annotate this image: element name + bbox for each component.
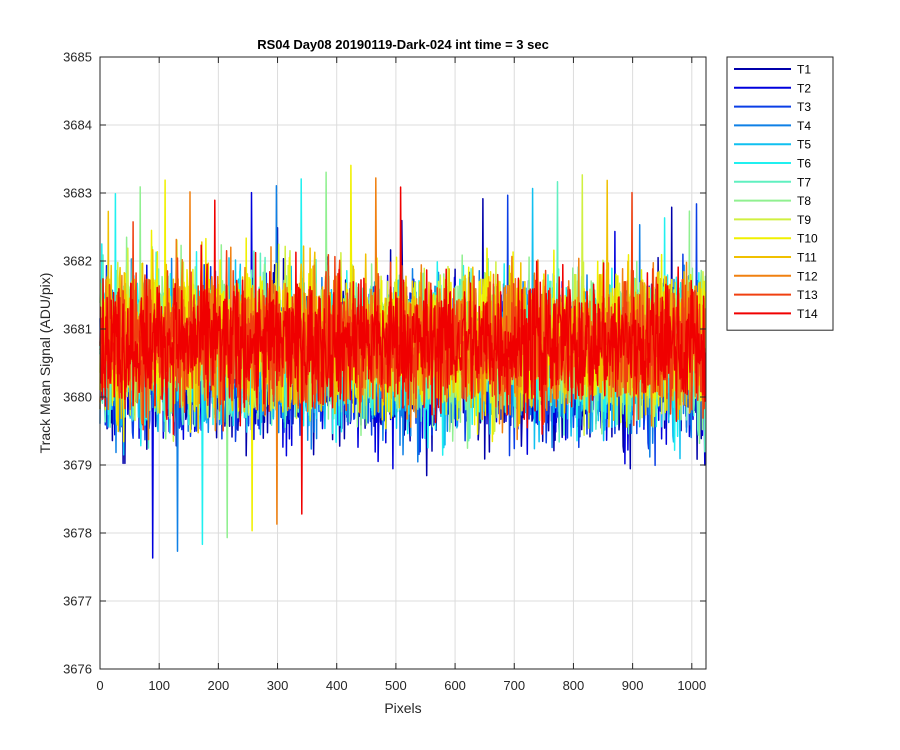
legend: T1 T2 T3 T4 T5 T6 T7 T8 T9 T10 T11 T12 T13 T14 (726, 56, 834, 331)
y-tick-label: 3684 (63, 118, 92, 133)
axis-ticks: 0 100 200 300 400 500 600 700 800 900 1000 3676 3677… (63, 50, 706, 694)
legend-label-t8: T8 (797, 194, 811, 208)
legend-label-t6: T6 (797, 157, 811, 171)
x-tick-label: 200 (208, 678, 230, 693)
plot-area (99, 164, 707, 559)
x-tick-label: 300 (267, 678, 289, 693)
legend-label-t13: T13 (797, 288, 818, 302)
y-tick-label: 3676 (63, 662, 92, 677)
legend-label-t1: T1 (797, 63, 811, 77)
legend-box (726, 56, 834, 331)
legend-label-t9: T9 (797, 213, 811, 227)
x-axis-label: Pixels (384, 700, 421, 716)
x-tick-label: 100 (148, 678, 170, 693)
y-axis-label: Track Mean Signal (ADU/pix) (37, 273, 53, 454)
y-tick-label: 3679 (63, 458, 92, 473)
x-tick-label: 700 (503, 678, 525, 693)
x-tick-label: 500 (385, 678, 407, 693)
x-tick-label: 400 (326, 678, 348, 693)
y-tick-label: 3680 (63, 390, 92, 405)
y-tick-label: 3683 (63, 186, 92, 201)
legend-label-t2: T2 (797, 81, 811, 95)
legend-label-t3: T3 (797, 100, 811, 114)
legend-label-t11: T11 (797, 251, 817, 265)
legend-label-t5: T5 (797, 138, 811, 152)
x-tick-label: 600 (444, 678, 466, 693)
legend-label-t4: T4 (797, 119, 811, 133)
legend-label-t10: T10 (797, 232, 818, 246)
legend-label-t14: T14 (797, 307, 818, 321)
y-tick-label: 3678 (63, 526, 92, 541)
x-tick-label: 900 (622, 678, 644, 693)
y-tick-label: 3685 (63, 50, 92, 65)
series-line-t14 (99, 186, 707, 515)
x-tick-label: 800 (563, 678, 585, 693)
x-tick-label: 0 (96, 678, 103, 693)
y-tick-label: 3677 (63, 594, 92, 609)
y-tick-label: 3682 (63, 254, 92, 269)
y-tick-label: 3681 (63, 322, 92, 337)
x-tick-label: 1000 (677, 678, 706, 693)
legend-label-t7: T7 (797, 175, 811, 189)
plot-frame (99, 56, 707, 670)
chart-title: RS04 Day08 20190119-Dark-024 int time = … (257, 37, 549, 52)
legend-label-t12: T12 (797, 269, 818, 283)
